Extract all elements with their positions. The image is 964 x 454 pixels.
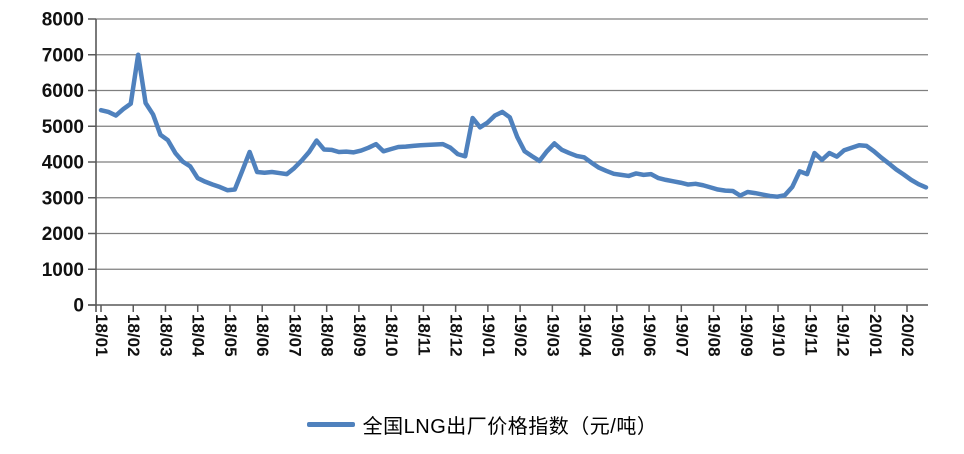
x-tick-label: 19/02 [511,314,530,357]
x-tick-label: 19/05 [608,314,627,357]
x-axis-labels: 18/01 18/02 18/03 18/04 18/05 18/06 18/07 18/08… [92,314,917,357]
y-tick-label: 2000 [42,224,84,245]
y-tick-label: 1000 [42,260,84,281]
x-tick-label: 20/02 [898,314,917,357]
axes [88,19,928,312]
legend-label: 全国LNG出厂价格指数（元/吨） [362,416,658,438]
x-tick-label: 19/01 [479,314,498,357]
axis-tick-marks [88,18,908,312]
x-tick-label: 18/05 [221,314,240,357]
x-tick-label: 18/10 [382,314,401,357]
x-tick-label: 18/01 [92,314,111,357]
legend: 全国LNG出厂价格指数（元/吨） [0,410,964,439]
x-tick-label: 20/01 [866,314,885,357]
x-tick-label: 19/06 [640,314,659,357]
y-tick-label: 3000 [42,188,84,209]
x-tick-label: 18/02 [124,314,143,357]
y-axis-labels: 0 1000 2000 3000 4000 5000 6000 7000 8000 [42,10,84,317]
y-tick-label: 0 [73,296,84,317]
y-tick-label: 5000 [42,117,84,138]
x-tick-label: 18/07 [285,314,304,357]
x-tick-label: 18/12 [447,314,466,357]
x-tick-label: 19/08 [705,314,724,357]
y-tick-label: 4000 [42,153,84,174]
x-tick-label: 18/11 [414,314,433,356]
x-tick-label: 19/03 [543,314,562,357]
y-tick-label: 7000 [42,45,84,66]
x-tick-label: 18/04 [189,314,208,357]
x-tick-label: 19/09 [737,314,756,357]
x-tick-label: 19/11 [801,314,820,356]
x-tick-label: 18/08 [318,314,337,357]
y-gridlines [96,18,928,270]
legend-line-swatch [306,422,355,427]
y-tick-label: 8000 [42,10,84,31]
x-tick-label: 18/06 [253,314,272,357]
x-tick-label: 19/04 [576,314,595,357]
x-tick-label: 18/03 [156,314,175,357]
y-tick-label: 6000 [42,81,84,102]
x-tick-label: 19/10 [769,314,788,357]
x-tick-label: 19/12 [834,314,853,357]
x-tick-label: 19/07 [672,314,691,357]
series-line-group [98,52,929,199]
series-line [98,52,929,199]
x-tick-label: 18/09 [350,314,369,357]
